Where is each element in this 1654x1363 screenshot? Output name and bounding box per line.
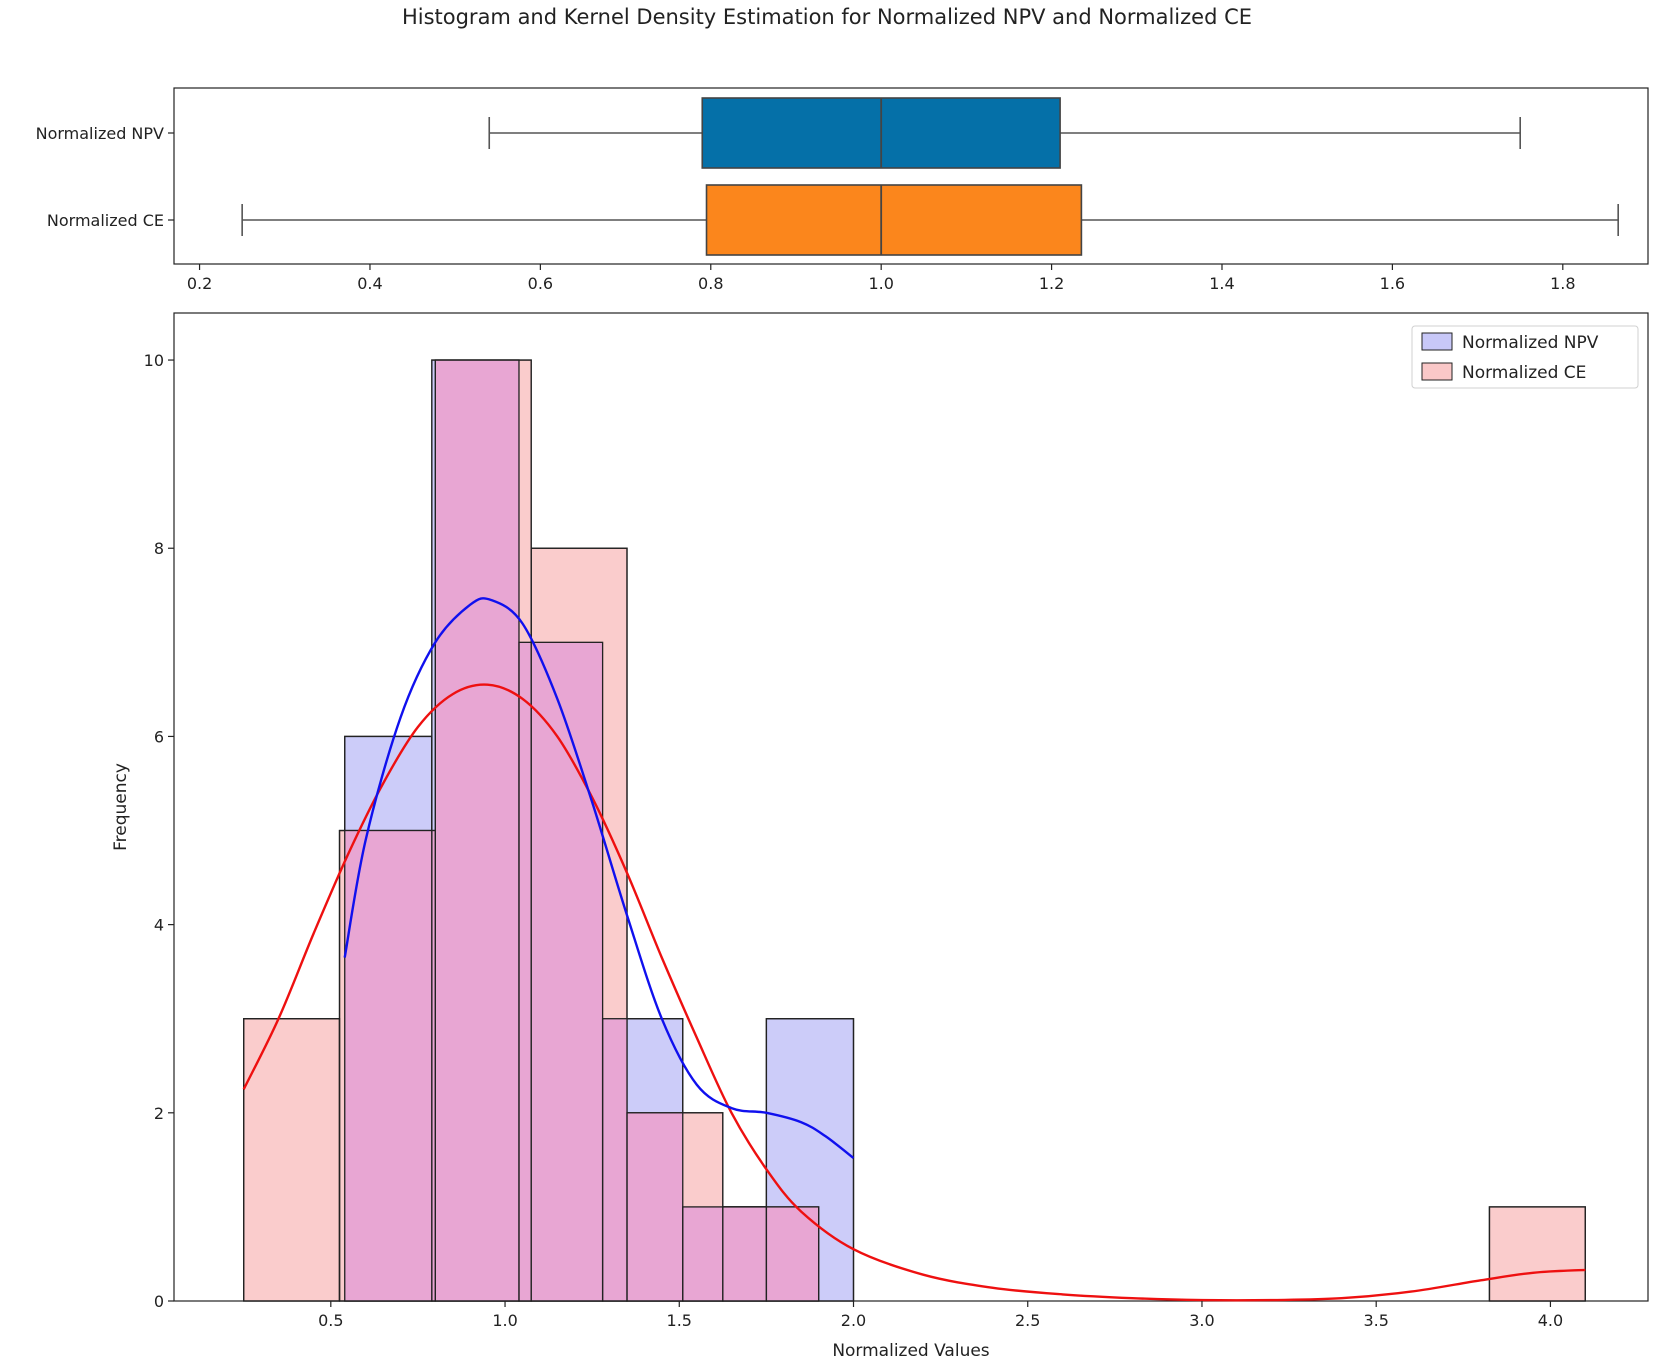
hist-y-tick-label: 0 xyxy=(154,1292,164,1311)
y-axis-label: Frequency xyxy=(111,763,131,851)
bar-outline-ce xyxy=(1488,1206,1586,1302)
box-npv xyxy=(488,97,1521,169)
legend-swatch-npv xyxy=(1421,332,1453,351)
hist-y-tick-label: 10 xyxy=(144,351,164,370)
bar-outline-ce xyxy=(530,547,628,1302)
bar-ce xyxy=(243,1018,341,1302)
bar-overlap xyxy=(682,1206,723,1301)
boxplot-frame xyxy=(173,87,1649,265)
box-x-tick-label: 1.2 xyxy=(1039,274,1064,293)
hist-x-tick-label: 1.5 xyxy=(667,1311,692,1330)
histogram-frame xyxy=(173,312,1649,1302)
box-x-tick-label: 0.4 xyxy=(357,274,382,293)
box-x-tick-label: 0.6 xyxy=(528,274,553,293)
bar-overlap xyxy=(766,1206,819,1301)
bar-overlap xyxy=(518,642,532,1301)
box-ce xyxy=(241,184,1619,256)
iqr-box-ce xyxy=(705,184,1083,256)
bar-overlap xyxy=(627,1112,683,1301)
bar-outline-ce xyxy=(722,1206,820,1302)
box-x-tick-label: 1.8 xyxy=(1550,274,1575,293)
kde-line-npv xyxy=(343,597,855,1159)
legend-frame xyxy=(1411,325,1639,389)
bar-overlap xyxy=(344,830,432,1301)
box-x-tick-label: 0.8 xyxy=(698,274,723,293)
box-x-tick-label: 1.4 xyxy=(1209,274,1234,293)
legend-label-npv: Normalized NPV xyxy=(1462,333,1599,353)
bar-overlap xyxy=(431,830,436,1301)
legend-label-ce: Normalized CE xyxy=(1462,363,1586,383)
bar-overlap xyxy=(531,642,603,1301)
hist-y-tick-label: 4 xyxy=(154,916,164,935)
box-x-tick-label: 0.2 xyxy=(187,274,212,293)
category-label-ce: Normalized CE xyxy=(47,211,164,230)
x-axis-label: Normalized Values xyxy=(832,1341,989,1361)
histogram-panel: 0.5 1.0 1.5 2.0 2.5 3.0 3.5 4.0 0 2 4 6 8 10 Normaliz… xyxy=(111,312,1649,1361)
category-label-npv: Normalized NPV xyxy=(36,124,164,143)
hist-x-tick-label: 1.0 xyxy=(492,1311,517,1330)
hist-x-tick-label: 3.0 xyxy=(1189,1311,1214,1330)
bar-ce xyxy=(1488,1206,1586,1302)
hist-y-tick-label: 2 xyxy=(154,1104,164,1123)
legend-swatch-ce xyxy=(1421,362,1453,381)
chart-title: Histogram and Kernel Density Estimation … xyxy=(402,5,1252,29)
hist-x-tick-label: 3.5 xyxy=(1363,1311,1388,1330)
hist-x-tick-label: 2.5 xyxy=(1015,1311,1040,1330)
box-x-tick-label: 1.0 xyxy=(868,274,893,293)
bar-overlap xyxy=(602,1018,628,1301)
hist-y-tick-label: 8 xyxy=(154,539,164,558)
bar-overlap xyxy=(435,360,519,1301)
hist-x-tick-label: 4.0 xyxy=(1538,1311,1563,1330)
hist-x-tick-label: 0.5 xyxy=(318,1311,343,1330)
hist-x-tick-label: 2.0 xyxy=(841,1311,866,1330)
box-x-tick-label: 1.6 xyxy=(1380,274,1405,293)
boxplot-panel: Normalized NPV Normalized CE 0.2 0.4 0.6 0.8 1… xyxy=(36,87,1649,293)
hist-y-tick-label: 6 xyxy=(154,727,164,746)
bar-overlap xyxy=(722,1206,767,1301)
legend: Normalized NPV Normalized CE xyxy=(1411,325,1639,389)
kde-line-ce xyxy=(242,683,1586,1302)
